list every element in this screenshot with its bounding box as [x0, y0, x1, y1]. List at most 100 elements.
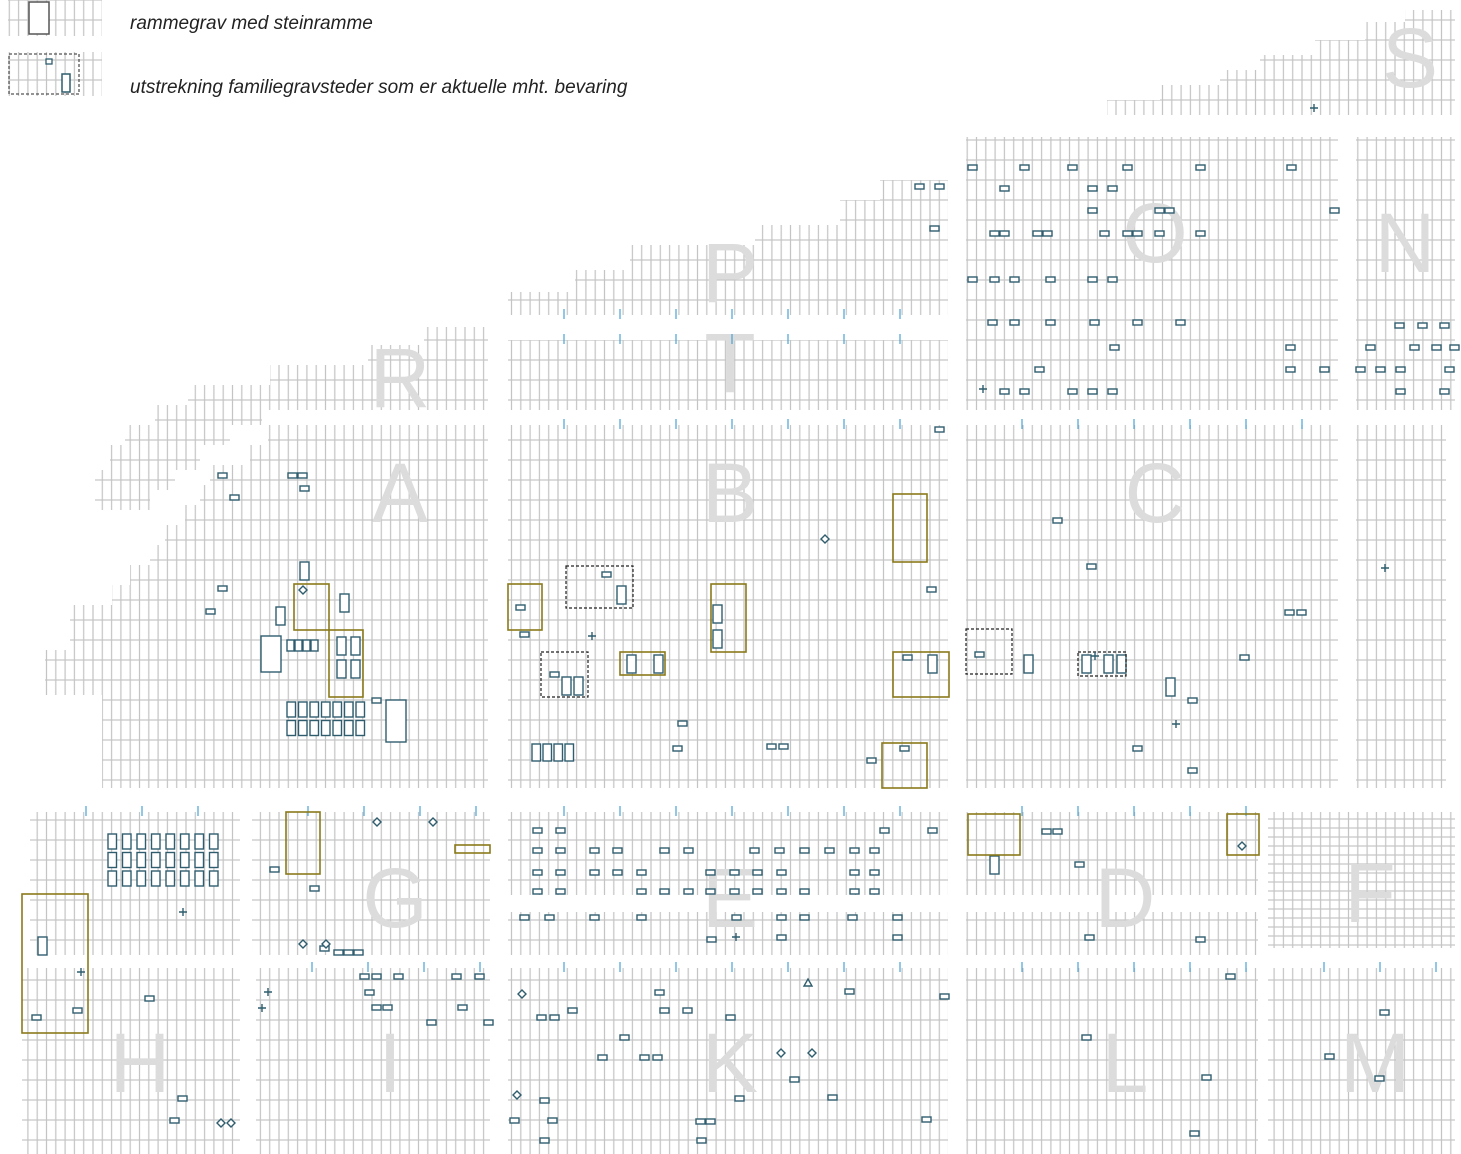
- grave: [935, 184, 944, 189]
- grave: [602, 572, 611, 577]
- grave: [775, 848, 784, 853]
- grave: [1110, 345, 1119, 350]
- grid-block: [250, 445, 488, 465]
- grave: [870, 889, 879, 894]
- grave: [1088, 389, 1097, 394]
- grave: [867, 758, 876, 763]
- grave: [620, 1035, 629, 1040]
- grave: [540, 1098, 549, 1103]
- grave: [707, 937, 716, 942]
- grave: [928, 655, 937, 673]
- grave: [295, 640, 302, 651]
- grave: [152, 834, 161, 849]
- grave: [640, 1055, 649, 1060]
- grave: [1033, 231, 1042, 236]
- grave: [800, 848, 809, 853]
- grave: [1123, 231, 1132, 236]
- grave: [475, 974, 484, 979]
- grave: [598, 1055, 607, 1060]
- grave: [365, 990, 374, 995]
- grid-block: [30, 812, 240, 955]
- grid-block: [95, 490, 150, 510]
- grave: [287, 721, 296, 736]
- grave: [310, 702, 319, 717]
- grave: [356, 702, 365, 717]
- grave: [1188, 768, 1197, 773]
- grave: [1108, 389, 1117, 394]
- grave: [123, 871, 132, 886]
- grave: [730, 870, 739, 875]
- grave: [556, 828, 565, 833]
- grave: [1085, 935, 1094, 940]
- grave: [354, 950, 363, 955]
- grave: [706, 870, 715, 875]
- grave: [777, 935, 786, 940]
- grave: [372, 974, 381, 979]
- grave: [310, 721, 319, 736]
- grave: [767, 744, 776, 749]
- grave: [673, 746, 682, 751]
- grave: [683, 1008, 692, 1013]
- grave: [73, 1008, 82, 1013]
- grave: [356, 721, 365, 736]
- grave: [540, 1138, 549, 1143]
- grave: [1176, 320, 1185, 325]
- grave: [1088, 186, 1097, 191]
- grave: [108, 871, 117, 886]
- grid-block: [880, 180, 948, 200]
- grid-block: [840, 200, 948, 225]
- grave: [276, 607, 285, 625]
- grave: [516, 605, 525, 610]
- grave: [337, 637, 346, 655]
- grave: [1000, 389, 1009, 394]
- grave: [287, 702, 296, 717]
- grave: [166, 834, 175, 849]
- grid-block: [424, 327, 488, 345]
- grave: [1000, 231, 1009, 236]
- grave: [32, 1015, 41, 1020]
- grave: [1226, 974, 1235, 979]
- grave: [653, 1055, 662, 1060]
- grave: [1165, 208, 1174, 213]
- grave: [299, 702, 308, 717]
- grave: [1155, 208, 1164, 213]
- grave: [777, 915, 786, 920]
- grave: [394, 974, 403, 979]
- grid-block: [755, 225, 948, 245]
- grave: [300, 486, 309, 491]
- section-label: P: [702, 226, 758, 320]
- grave: [562, 677, 571, 695]
- grave: [975, 652, 984, 657]
- grave: [800, 915, 809, 920]
- grave: [533, 848, 542, 853]
- grave: [696, 1119, 705, 1124]
- grave: [750, 848, 759, 853]
- grave: [556, 870, 565, 875]
- section-label: T: [704, 316, 755, 410]
- grave: [850, 848, 859, 853]
- grave: [1320, 367, 1329, 372]
- grave: [753, 870, 762, 875]
- grave: [170, 1118, 179, 1123]
- grave: [334, 950, 343, 955]
- grave: [210, 834, 219, 849]
- section-label: B: [702, 446, 758, 540]
- grid-block: [110, 445, 200, 470]
- section-label: I: [378, 1016, 401, 1110]
- section-label: S: [1382, 11, 1438, 105]
- grave: [322, 702, 331, 717]
- grave: [137, 871, 146, 886]
- grave: [1088, 208, 1097, 213]
- grave: [1356, 367, 1365, 372]
- grave: [1297, 610, 1306, 615]
- grave: [637, 889, 646, 894]
- section-label: G: [362, 851, 427, 945]
- grave: [383, 1005, 392, 1010]
- grave: [1418, 323, 1427, 328]
- grave: [386, 700, 406, 742]
- grave: [1068, 165, 1077, 170]
- legend-grave: [62, 74, 70, 92]
- grave: [303, 640, 310, 651]
- grave: [1375, 1076, 1384, 1081]
- grave: [590, 870, 599, 875]
